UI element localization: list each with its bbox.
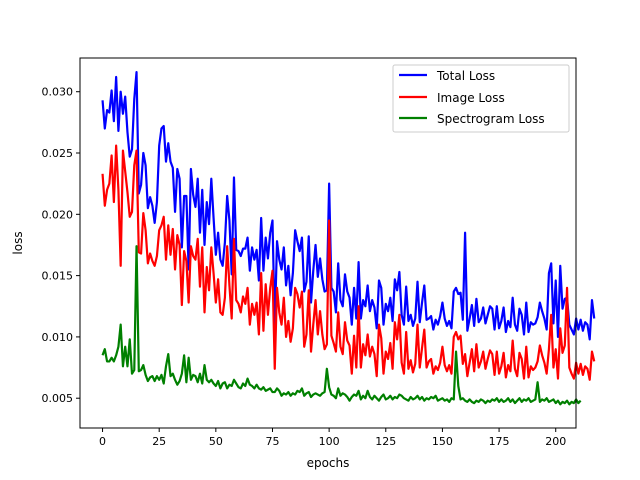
y-tick-label: 0.025 — [42, 147, 74, 160]
legend-label-spectrogram-loss: Spectrogram Loss — [437, 112, 545, 126]
x-tick-label: 100 — [319, 435, 340, 448]
x-axis-label: epochs — [307, 456, 350, 470]
x-tick-label: 125 — [375, 435, 396, 448]
legend-label-total-loss: Total Loss — [436, 69, 495, 83]
x-tick-label: 0 — [99, 435, 106, 448]
series-line-image-loss — [101, 144, 596, 381]
y-tick-label: 0.015 — [42, 270, 74, 283]
legend-label-image-loss: Image Loss — [437, 91, 505, 105]
series-line-total-loss — [101, 70, 596, 341]
series-layer — [101, 70, 596, 406]
y-tick-label: 0.020 — [42, 208, 74, 221]
series-line-spectrogram-loss — [101, 245, 582, 406]
x-tick-label: 175 — [489, 435, 510, 448]
legend: Total Loss Image Loss Spectrogram Loss — [392, 64, 570, 133]
y-axis-ticks: 0.005 0.010 0.015 0.020 0.025 0.030 — [42, 86, 80, 405]
x-tick-label: 150 — [432, 435, 453, 448]
x-tick-label: 200 — [545, 435, 566, 448]
y-tick-label: 0.005 — [42, 392, 74, 405]
y-axis-label: loss — [11, 231, 25, 254]
plot-frame — [79, 57, 577, 429]
legend-box — [392, 64, 570, 133]
x-tick-label: 75 — [265, 435, 279, 448]
x-tick-label: 50 — [209, 435, 223, 448]
y-tick-label: 0.030 — [42, 86, 74, 99]
x-tick-label: 25 — [152, 435, 166, 448]
x-axis-ticks: 0 25 50 75 100 125 150 175 200 — [99, 428, 566, 448]
y-tick-label: 0.010 — [42, 331, 74, 344]
